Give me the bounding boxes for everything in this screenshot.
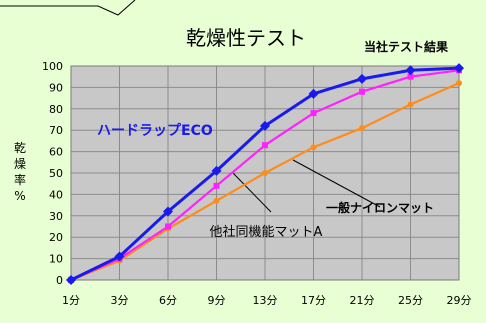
series-group	[66, 63, 464, 285]
y-tick-label: 80	[49, 103, 63, 116]
y-tick-labels: 0 10 20 30 40 50 60 70 80 90 100	[42, 60, 63, 287]
x-tick-label: 29分	[447, 294, 472, 307]
data-point-0	[357, 73, 367, 84]
y-tick-label: 40	[49, 188, 63, 201]
y-tick-label: 10	[49, 253, 63, 266]
data-point-1	[310, 110, 317, 117]
x-tick-label: 13分	[253, 294, 278, 307]
series-label-eco: ハードラップECO	[97, 123, 213, 139]
x-tick-label: 21分	[350, 294, 375, 307]
y-tick-label: 60	[49, 146, 63, 159]
data-point-1	[262, 142, 268, 149]
y-tick-label: 90	[49, 81, 63, 94]
y-tick-label: 30	[49, 210, 63, 223]
chart-subtitle: 当社テスト結果	[364, 39, 448, 54]
data-point-0	[114, 251, 125, 262]
x-tick-label: 1分	[62, 294, 80, 307]
data-point-1	[165, 223, 171, 230]
data-point-2	[213, 197, 220, 204]
data-point-0	[405, 65, 416, 76]
x-tick-labels: 1分 3分 6分 9分 13分 17分 21分 25分 29分	[62, 294, 472, 307]
y-axis-label-char: 率	[14, 172, 26, 187]
data-point-0	[454, 63, 464, 74]
series-label-other: 他社同機能マットA	[210, 224, 323, 240]
x-tick-label: 3分	[111, 294, 129, 307]
data-point-2	[407, 101, 414, 108]
annotation-line-other	[231, 171, 272, 213]
series-label-nylon: 一般ナイロンマット	[326, 200, 434, 215]
y-tick-label: 100	[42, 60, 63, 73]
callout-bubble	[0, 0, 136, 16]
data-point-1	[359, 88, 365, 95]
data-point-2	[262, 170, 268, 176]
data-point-1	[407, 73, 414, 80]
y-tick-label: 50	[49, 167, 63, 180]
data-point-0	[66, 275, 76, 285]
data-point-0	[211, 165, 222, 176]
x-tick-label: 17分	[301, 294, 326, 307]
data-point-2	[310, 144, 317, 151]
data-point-2	[456, 80, 462, 87]
x-tick-label: 9分	[208, 294, 226, 307]
data-point-1	[213, 182, 220, 189]
y-tick-label: 0	[56, 274, 63, 287]
x-tick-label: 6分	[159, 294, 177, 307]
y-axis-label: 乾燥率%	[14, 141, 26, 203]
annotation-line-nylon	[292, 159, 381, 208]
y-axis-label-char: 乾	[14, 141, 26, 155]
plot-border	[70, 65, 460, 281]
data-point-0	[308, 88, 319, 99]
y-axis-label-char: 燥	[14, 157, 26, 171]
data-point-0	[163, 206, 173, 217]
y-axis-label-char: %	[14, 189, 25, 203]
y-tick-label: 70	[49, 124, 63, 137]
chart-title: 乾燥性テスト	[186, 26, 306, 50]
y-tick-label: 20	[49, 231, 63, 244]
data-point-0	[260, 120, 270, 131]
x-tick-label: 25分	[398, 294, 423, 307]
data-point-2	[359, 125, 365, 132]
